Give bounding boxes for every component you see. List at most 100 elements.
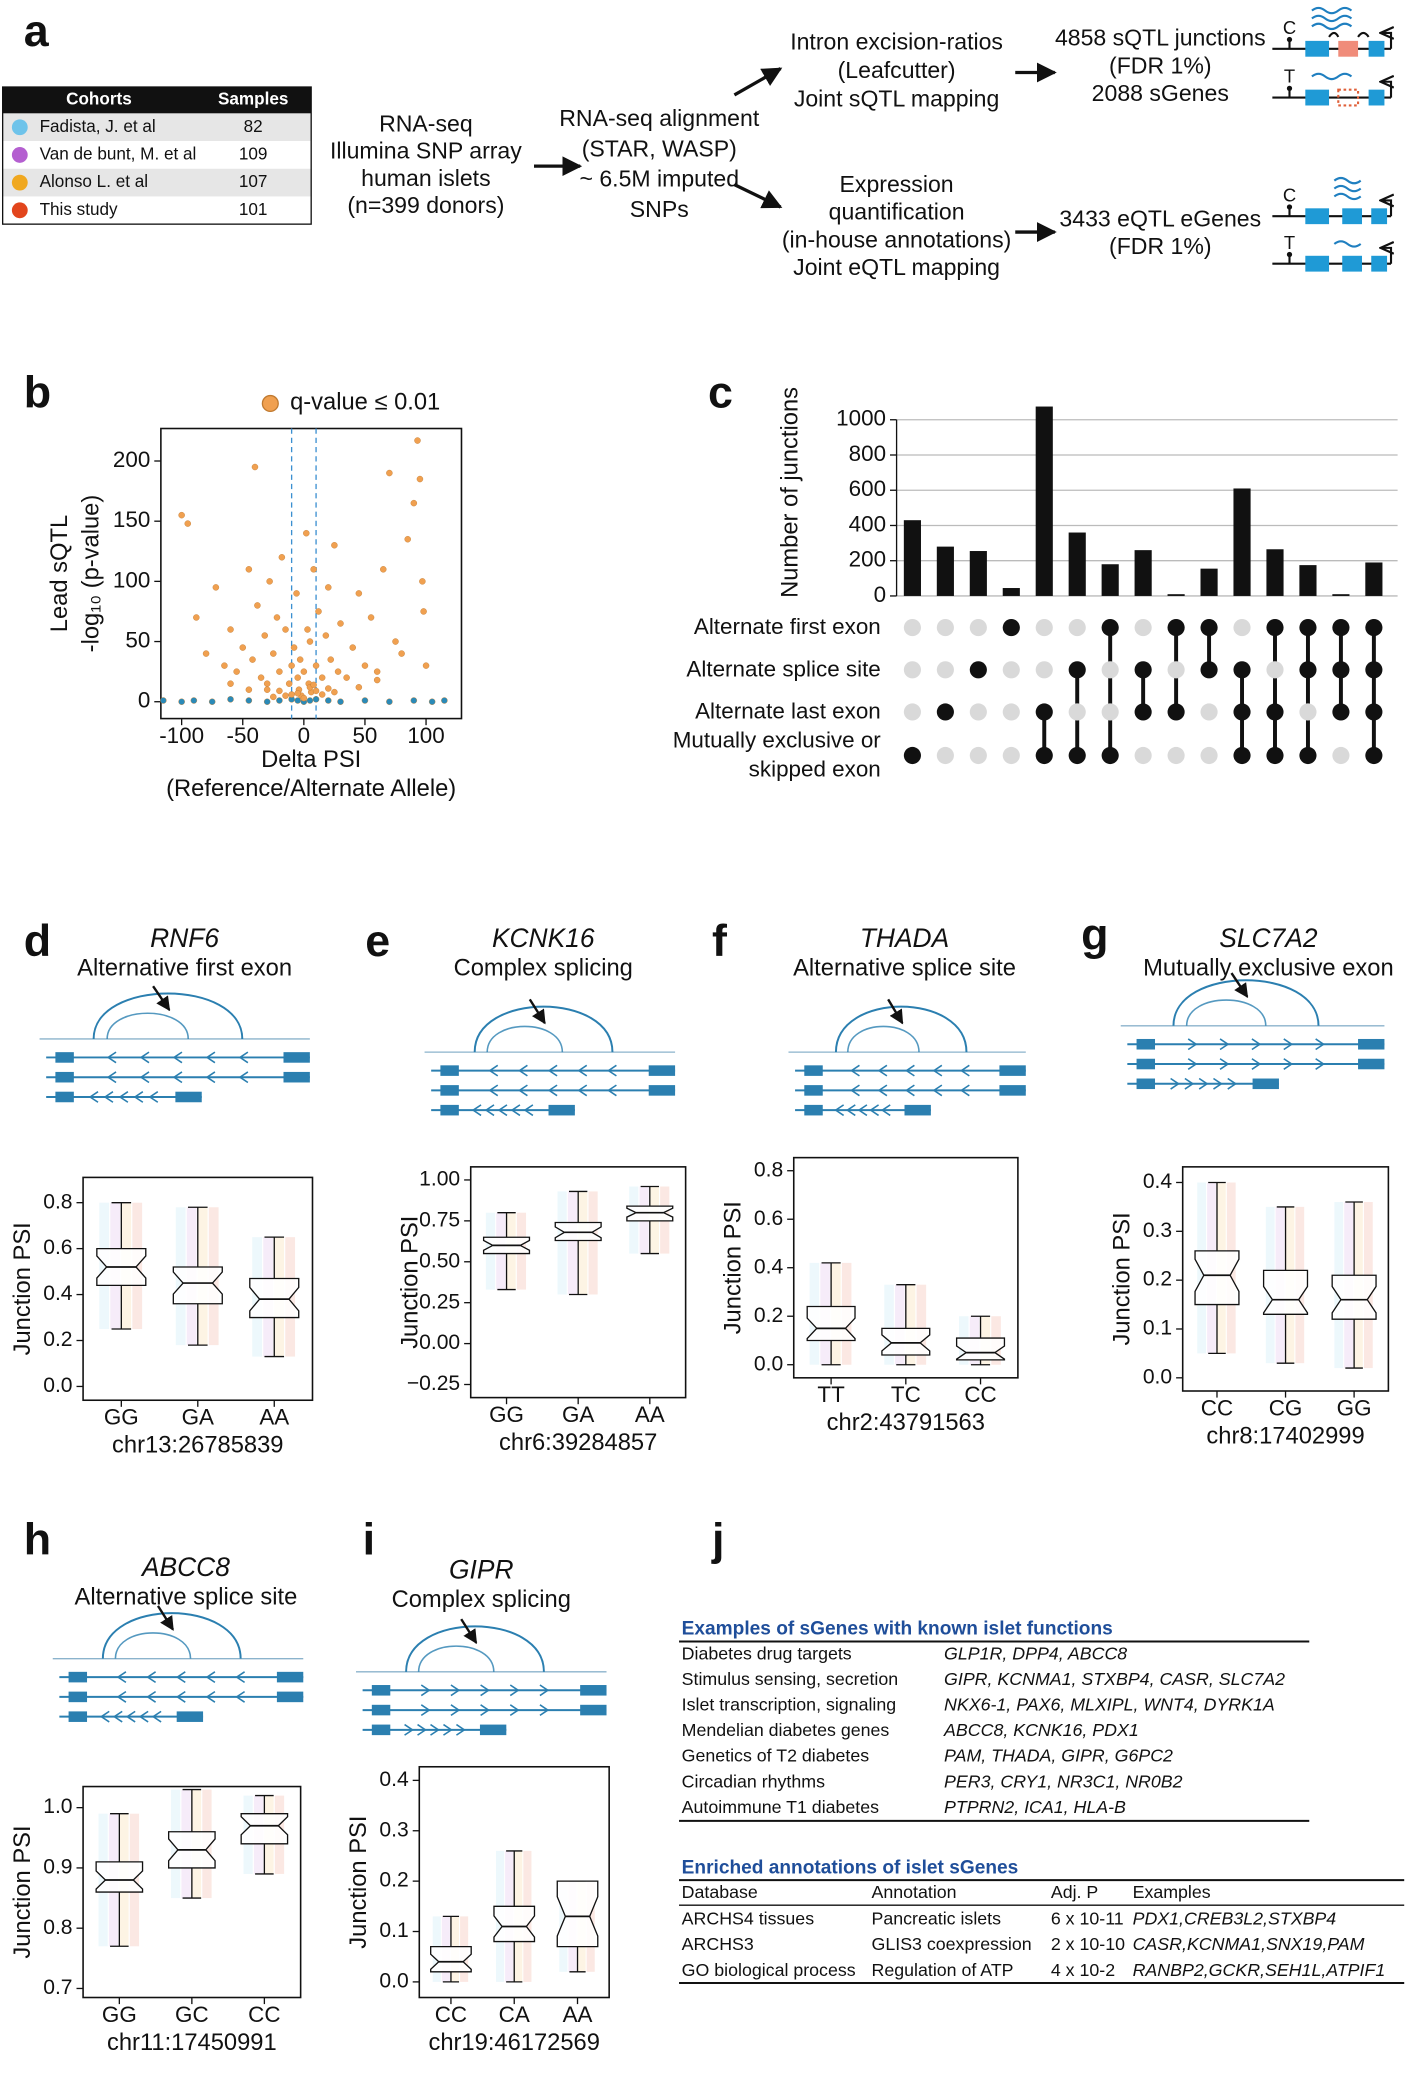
- strand-chevron: [488, 1084, 499, 1097]
- bar: [1002, 588, 1020, 596]
- point: [276, 697, 283, 704]
- x-tick-label: TC: [891, 1382, 921, 1407]
- y-tick-label: 800: [849, 441, 886, 466]
- point: [398, 650, 405, 657]
- exon: [1252, 1078, 1279, 1090]
- y-tick-label: 0.1: [1143, 1317, 1172, 1340]
- exon: [1136, 1078, 1156, 1090]
- point: [386, 698, 393, 705]
- panel-label: i: [363, 1514, 375, 1564]
- point: [245, 686, 253, 693]
- y-tick-label: 200: [113, 447, 150, 472]
- point: [310, 681, 317, 689]
- x-tick-label: GA: [562, 1402, 594, 1427]
- notched-box: [806, 1305, 856, 1342]
- cohort-samples: 101: [239, 199, 268, 219]
- flow-text: (FDR 1%): [1109, 233, 1212, 259]
- y-axis-label: Junction PSI: [346, 1816, 372, 1949]
- splicing-event: Complex splicing: [454, 955, 633, 981]
- strand-chevron: [607, 1064, 617, 1077]
- set-label: Alternate first exon: [693, 614, 881, 640]
- x-axis-label: chr13:26785839: [112, 1433, 283, 1459]
- function-category: Genetics of T2 diabetes: [682, 1746, 870, 1766]
- point: [160, 697, 167, 704]
- set-dot: [1200, 661, 1218, 679]
- point: [263, 698, 271, 705]
- x-tick-label: AA: [259, 1405, 289, 1430]
- point: [414, 437, 421, 444]
- strand-chevron: [106, 1051, 117, 1064]
- set-dot: [1035, 619, 1053, 637]
- set-dot: [1167, 746, 1185, 765]
- strand-chevron: [932, 1084, 943, 1097]
- exon: [440, 1085, 459, 1096]
- point: [318, 674, 326, 681]
- junction-arc: [417, 1645, 495, 1672]
- point: [325, 685, 332, 692]
- strand-chevron: [235, 1671, 246, 1684]
- junction-arc: [101, 1612, 242, 1659]
- y-tick-label: 0.0: [754, 1352, 783, 1375]
- point: [245, 697, 253, 704]
- cohort-name: Fadista, J. et al: [40, 116, 156, 136]
- function-category: Circadian rhythms: [682, 1771, 825, 1791]
- exon: [804, 1085, 823, 1096]
- exon: [548, 1104, 575, 1116]
- strand-chevron: [480, 1684, 490, 1697]
- table-cell: 4 x 10-2: [1051, 1960, 1115, 1980]
- point: [202, 650, 210, 657]
- panel-label: c: [708, 367, 733, 417]
- exon: [276, 1671, 304, 1683]
- strand-chevron: [146, 1671, 157, 1684]
- point: [386, 469, 393, 477]
- point: [325, 584, 332, 591]
- table-border: [1, 86, 312, 225]
- set-dot: [1200, 619, 1218, 637]
- point: [416, 475, 424, 483]
- allele: C: [1283, 17, 1296, 38]
- exon: [904, 1104, 931, 1116]
- bar: [1332, 594, 1350, 596]
- strand-chevron: [125, 1710, 136, 1723]
- set-dot: [1332, 703, 1350, 721]
- gene-name: RNF6: [150, 923, 219, 953]
- strand-chevron: [1283, 1038, 1294, 1051]
- x-tick-label: AA: [563, 2002, 593, 2027]
- allele: C: [1283, 184, 1296, 205]
- exon: [1136, 1058, 1156, 1070]
- strand-chevron: [450, 1704, 461, 1717]
- expression-schematic: [1272, 176, 1391, 272]
- strand-chevron: [959, 1064, 970, 1077]
- set-dot: [1233, 661, 1251, 679]
- point: [312, 662, 320, 669]
- notched-box: [1262, 1269, 1309, 1315]
- junction-arc: [847, 1025, 920, 1053]
- flow-text: ~ 6.5M imputed: [579, 166, 739, 192]
- cohort-name: Alonso L. et al: [40, 171, 149, 191]
- strand-chevron: [205, 1671, 216, 1684]
- swarm-hint: [557, 1191, 567, 1295]
- flow-text: RNA-seq: [379, 110, 473, 136]
- exon: [55, 1052, 74, 1063]
- set-dot: [1101, 619, 1119, 637]
- strand-chevron: [175, 1690, 186, 1703]
- x-tick-label: 50: [352, 723, 377, 748]
- set-dot: [1134, 661, 1152, 679]
- point: [355, 590, 363, 597]
- exon: [371, 1704, 391, 1716]
- notched-box: [493, 1905, 536, 1943]
- swarm-hint: [99, 1202, 110, 1330]
- junction-arc: [114, 1632, 192, 1659]
- junction-arc: [1172, 979, 1320, 1026]
- set-dot: [1002, 703, 1020, 721]
- x-tick-label: CC: [1201, 1395, 1233, 1420]
- bar: [1068, 532, 1086, 596]
- function-category: Diabetes drug targets: [682, 1643, 852, 1663]
- panel-label: g: [1081, 909, 1108, 959]
- splicing-event: Alternative splice site: [793, 955, 1016, 981]
- x-tick-label: GG: [489, 1402, 524, 1427]
- strand-chevron: [455, 1723, 466, 1736]
- bar: [1266, 549, 1284, 596]
- swarm-hint: [905, 1284, 916, 1365]
- strand-chevron: [607, 1084, 617, 1097]
